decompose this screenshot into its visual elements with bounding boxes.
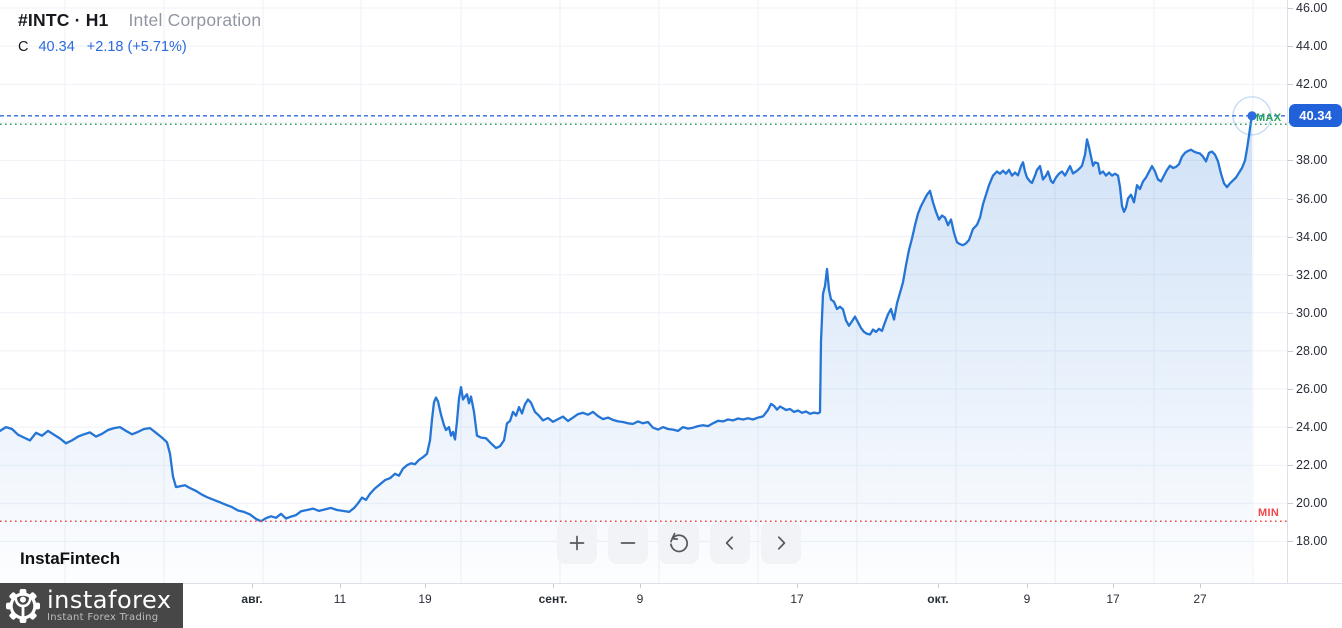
time-tick-mark (340, 584, 341, 588)
time-tick-mark (640, 584, 641, 588)
symbol-title-row: #INTC · H1 Intel Corporation (18, 10, 261, 31)
price-tick-mark (1288, 503, 1293, 504)
price-tick-label: 24.00 (1296, 420, 1328, 434)
time-tick-label: 11 (333, 592, 347, 606)
last-price-badge: 40.34 (1289, 104, 1342, 127)
time-tick-label: окт. (927, 592, 949, 606)
price-axis-border (1287, 0, 1288, 583)
time-tick-mark (425, 584, 426, 588)
price-tick-mark (1288, 351, 1293, 352)
chevron-left-icon (725, 536, 734, 550)
time-tick-mark (553, 584, 554, 588)
last-price-value: 40.34 (38, 39, 75, 55)
price-tick-mark (1288, 8, 1293, 9)
price-tick-label: 20.00 (1296, 496, 1328, 510)
price-tick-label: 34.00 (1296, 230, 1328, 244)
time-axis-border (0, 583, 1342, 584)
zoom-in-button[interactable] (557, 522, 597, 564)
price-tick-mark (1288, 84, 1293, 85)
time-tick-label: сент. (538, 592, 568, 606)
chevron-right-icon (777, 536, 786, 550)
time-tick-mark (1027, 584, 1028, 588)
time-tick-mark (1200, 584, 1201, 588)
brand-tagline: Instant Forex Trading (47, 612, 159, 623)
time-tick-label: 17 (1106, 592, 1120, 606)
time-tick-mark (1113, 584, 1114, 588)
price-tick-label: 36.00 (1296, 192, 1328, 206)
price-change-value: +2.18 (+5.71%) (86, 39, 187, 55)
reset-zoom-button[interactable] (659, 522, 699, 564)
time-tick-label: 17 (790, 592, 804, 606)
price-tick-label: 30.00 (1296, 306, 1328, 320)
price-tick-label: 22.00 (1296, 458, 1328, 472)
time-tick-label: 9 (1023, 592, 1031, 606)
price-tick-label: 32.00 (1296, 268, 1328, 282)
instaforex-logo-text: instaforex Instant Forex Trading (47, 588, 172, 623)
time-tick-mark (797, 584, 798, 588)
time-tick-label: 27 (1193, 592, 1207, 606)
price-tick-label: 42.00 (1296, 77, 1328, 91)
time-tick-mark (252, 584, 253, 588)
quote-row: C 40.34 +2.18 (+5.71%) (18, 39, 261, 55)
max-level-label: MAX (1256, 112, 1282, 124)
price-tick-mark (1288, 427, 1293, 428)
price-tick-mark (1288, 275, 1293, 276)
time-tick-mark (938, 584, 939, 588)
symbol-legend: #INTC · H1 Intel Corporation C 40.34 +2.18 … (18, 10, 261, 55)
price-tick-mark (1288, 199, 1293, 200)
price-tick-mark (1288, 46, 1293, 47)
brand-name: instaforex (47, 586, 172, 614)
zoom-out-button[interactable] (608, 522, 648, 564)
company-name-label: Intel Corporation (128, 10, 262, 30)
price-tick-label: 38.00 (1296, 153, 1328, 167)
pan-right-button[interactable] (761, 522, 801, 564)
watermark-text: InstaFintech (20, 549, 121, 568)
reset-icon (670, 532, 688, 553)
price-tick-mark (1288, 313, 1293, 314)
close-prefix-label: C (18, 39, 29, 55)
price-tick-label: 46.00 (1296, 1, 1328, 15)
time-tick-label: 9 (636, 592, 644, 606)
price-tick-label: 26.00 (1296, 382, 1328, 396)
price-tick-mark (1288, 541, 1293, 542)
price-tick-label: 44.00 (1296, 39, 1328, 53)
pan-left-button[interactable] (710, 522, 750, 564)
price-tick-mark (1288, 389, 1293, 390)
time-tick-label: авг. (241, 592, 263, 606)
price-tick-mark (1288, 160, 1293, 161)
plus-icon (569, 535, 585, 551)
price-tick-mark (1288, 465, 1293, 466)
time-tick-label: 19 (418, 592, 432, 606)
instaforex-gear-icon (6, 588, 40, 623)
minus-icon (620, 542, 636, 544)
price-tick-mark (1288, 237, 1293, 238)
min-level-label: MIN (1258, 507, 1280, 519)
price-tick-label: 18.00 (1296, 534, 1328, 548)
instaforex-logo: instaforex Instant Forex Trading (0, 583, 183, 628)
price-tick-label: 28.00 (1296, 344, 1328, 358)
symbol-timeframe-label[interactable]: #INTC · H1 (18, 10, 109, 30)
last-price-dot (1247, 111, 1257, 121)
